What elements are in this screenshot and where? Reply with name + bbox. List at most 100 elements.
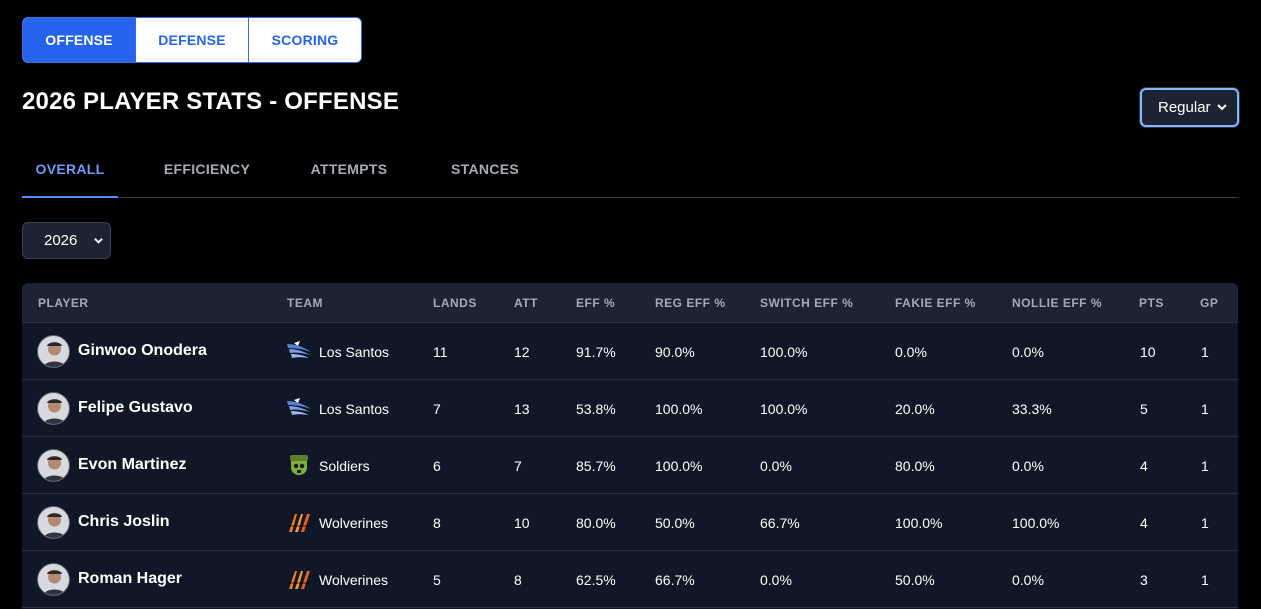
pts-value: 5 — [1140, 401, 1148, 417]
col-reg-eff[interactable]: REG EFF % — [655, 296, 726, 310]
att-value: 8 — [514, 572, 522, 588]
att-value: 13 — [514, 401, 530, 417]
team-name[interactable]: Wolverines — [319, 515, 388, 531]
claw-logo-icon — [286, 511, 312, 533]
switch-eff-value: 100.0% — [760, 401, 808, 417]
pts-value: 3 — [1140, 572, 1148, 588]
nollie-eff-value: 33.3% — [1012, 401, 1052, 417]
col-player[interactable]: PLAYER — [38, 296, 89, 310]
gp-value: 1 — [1201, 344, 1209, 360]
col-switch-eff[interactable]: SWITCH EFF % — [760, 296, 854, 310]
nollie-eff-value: 0.0% — [1012, 344, 1044, 360]
col-att[interactable]: ATT — [514, 296, 538, 310]
tab-scoring[interactable]: SCORING — [249, 18, 361, 62]
eff-value: 91.7% — [576, 344, 616, 360]
team-name[interactable]: Wolverines — [319, 572, 388, 588]
skull-helmet-logo-icon — [286, 454, 312, 476]
reg-eff-value: 50.0% — [655, 515, 695, 531]
fakie-eff-value: 20.0% — [895, 401, 935, 417]
gp-value: 1 — [1201, 572, 1209, 588]
table-row[interactable]: Felipe Gustavo Los Santos 7 13 53.8% 100… — [22, 380, 1238, 437]
team-name[interactable]: Los Santos — [319, 344, 390, 360]
avatar — [37, 449, 70, 482]
player-name[interactable]: Felipe Gustavo — [78, 399, 193, 416]
switch-eff-value: 66.7% — [760, 515, 800, 531]
reg-eff-value: 100.0% — [655, 458, 703, 474]
lands-value: 11 — [433, 344, 448, 360]
avatar — [37, 563, 70, 596]
pts-value: 4 — [1140, 458, 1148, 474]
att-value: 7 — [514, 458, 522, 474]
eff-value: 53.8% — [576, 401, 616, 417]
col-gp[interactable]: GP — [1200, 296, 1219, 310]
fakie-eff-value: 100.0% — [895, 515, 943, 531]
wing-logo-icon — [286, 340, 312, 362]
col-pts[interactable]: PTS — [1139, 296, 1164, 310]
team-name[interactable]: Los Santos — [319, 401, 390, 417]
avatar — [37, 335, 70, 368]
avatar — [37, 392, 70, 425]
col-fakie-eff[interactable]: FAKIE EFF % — [895, 296, 976, 310]
subtab-attempts[interactable]: ATTEMPTS — [310, 161, 388, 177]
switch-eff-value: 0.0% — [760, 458, 792, 474]
gp-value: 1 — [1201, 515, 1209, 531]
table-row[interactable]: Roman Hager Wolverines 5 8 62.5% 66.7% 0… — [22, 551, 1238, 608]
nollie-eff-value: 0.0% — [1012, 458, 1044, 474]
pts-value: 10 — [1140, 344, 1156, 360]
col-team[interactable]: TEAM — [287, 296, 323, 310]
col-eff[interactable]: EFF % — [576, 296, 616, 310]
page-title: 2026 PLAYER STATS - OFFENSE — [22, 88, 400, 115]
nollie-eff-value: 0.0% — [1012, 572, 1044, 588]
player-stats-table: PLAYER TEAM LANDS ATT EFF % REG EFF % SW… — [22, 283, 1238, 609]
reg-eff-value: 100.0% — [655, 401, 703, 417]
table-row[interactable]: Evon Martinez Soldiers 6 7 85.7% 100.0% … — [22, 437, 1238, 494]
tab-defense[interactable]: DEFENSE — [136, 18, 249, 62]
player-name[interactable]: Evon Martinez — [78, 456, 187, 473]
player-name[interactable]: Ginwoo Onodera — [78, 342, 207, 359]
switch-eff-value: 0.0% — [760, 572, 792, 588]
eff-value: 62.5% — [576, 572, 616, 588]
table-row[interactable]: Chris Joslin Wolverines 8 10 80.0% 50.0%… — [22, 494, 1238, 551]
season-type-select[interactable]: Regular — [1140, 88, 1239, 127]
table-row[interactable]: Ginwoo Onodera Los Santos 11 12 91.7% 90… — [22, 323, 1238, 380]
avatar — [37, 506, 70, 539]
att-value: 10 — [514, 515, 530, 531]
year-select-value: 2026 — [44, 232, 78, 249]
lands-value: 8 — [433, 515, 441, 531]
eff-value: 85.7% — [576, 458, 616, 474]
subtab-stances[interactable]: STANCES — [451, 161, 519, 177]
player-name[interactable]: Roman Hager — [78, 570, 183, 587]
reg-eff-value: 90.0% — [655, 344, 695, 360]
fakie-eff-value: 80.0% — [895, 458, 935, 474]
lands-value: 5 — [433, 572, 441, 588]
sub-tabs: OVERALL EFFICIENCY ATTEMPTS STANCES — [22, 152, 1238, 198]
nollie-eff-value: 100.0% — [1012, 515, 1060, 531]
claw-logo-icon — [286, 568, 312, 590]
chevron-down-icon — [94, 238, 103, 244]
wing-logo-icon — [286, 397, 312, 419]
fakie-eff-value: 0.0% — [895, 344, 927, 360]
gp-value: 1 — [1201, 401, 1209, 417]
subtab-efficiency[interactable]: EFFICIENCY — [163, 161, 251, 177]
subtab-overall[interactable]: OVERALL — [22, 152, 118, 198]
lands-value: 6 — [433, 458, 441, 474]
att-value: 12 — [514, 344, 530, 360]
pts-value: 4 — [1140, 515, 1148, 531]
chevron-down-icon — [1217, 104, 1227, 111]
col-nollie-eff[interactable]: NOLLIE EFF % — [1012, 296, 1102, 310]
season-type-value: Regular — [1158, 99, 1211, 116]
table-body: Ginwoo Onodera Los Santos 11 12 91.7% 90… — [22, 323, 1238, 608]
col-lands[interactable]: LANDS — [433, 296, 477, 310]
gp-value: 1 — [1201, 458, 1209, 474]
team-name[interactable]: Soldiers — [319, 458, 370, 474]
lands-value: 7 — [433, 401, 441, 417]
fakie-eff-value: 50.0% — [895, 572, 935, 588]
player-name[interactable]: Chris Joslin — [78, 513, 170, 530]
eff-value: 80.0% — [576, 515, 616, 531]
year-select[interactable]: 2026 — [22, 222, 111, 259]
tab-offense[interactable]: OFFENSE — [23, 18, 136, 62]
reg-eff-value: 66.7% — [655, 572, 695, 588]
stat-category-tabs: OFFENSE DEFENSE SCORING — [22, 17, 362, 63]
table-header: PLAYER TEAM LANDS ATT EFF % REG EFF % SW… — [22, 283, 1238, 323]
switch-eff-value: 100.0% — [760, 344, 808, 360]
